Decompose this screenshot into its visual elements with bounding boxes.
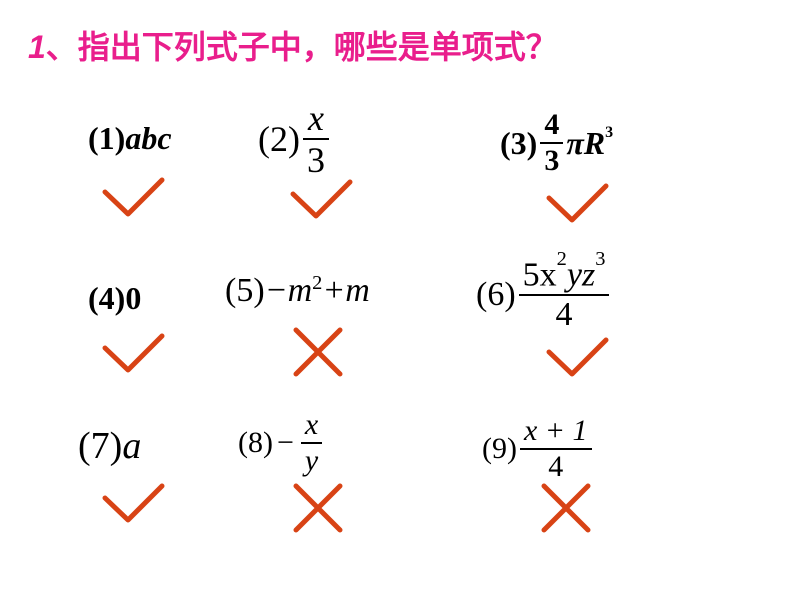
minus: − bbox=[277, 426, 294, 460]
term1: −m bbox=[265, 272, 313, 310]
fraction: x + 1 4 bbox=[520, 414, 592, 484]
expression-4: (4)0 bbox=[88, 280, 141, 317]
question-title: 1、指出下列式子中，哪些是单项式？ bbox=[28, 22, 558, 68]
denominator: y bbox=[301, 444, 322, 478]
denominator: 3 bbox=[303, 140, 329, 180]
check-mark bbox=[544, 178, 614, 233]
expr-label: (9) bbox=[482, 432, 517, 466]
check-mark bbox=[100, 172, 170, 227]
check-mark bbox=[100, 328, 170, 383]
pi-r: πR bbox=[566, 125, 605, 162]
exponent: 3 bbox=[605, 124, 613, 142]
expression-9: (9) x + 1 4 bbox=[482, 414, 595, 484]
expr-label: (8) bbox=[238, 426, 273, 460]
expr-label: (7) bbox=[78, 424, 122, 468]
cross-mark bbox=[536, 478, 596, 543]
denominator: 4 bbox=[552, 296, 577, 334]
expr-label: (3) bbox=[500, 125, 537, 162]
fraction: x y bbox=[301, 408, 322, 478]
expression-5: (5) −m2+m bbox=[225, 272, 370, 310]
expr-body: a bbox=[122, 424, 141, 468]
check-mark bbox=[288, 174, 358, 229]
term2: +m bbox=[322, 272, 370, 310]
numerator: 5x2yz3 bbox=[519, 255, 610, 294]
fraction: 5x2yz3 4 bbox=[519, 255, 610, 334]
exp2: 3 bbox=[595, 248, 605, 270]
fraction: x 3 bbox=[303, 98, 329, 180]
expr-label: (6) bbox=[476, 276, 516, 314]
numerator: x + 1 bbox=[520, 414, 592, 448]
expr-label: (1) bbox=[88, 120, 125, 157]
expression-3: (3) 4 3 πR3 bbox=[500, 108, 613, 178]
denominator: 3 bbox=[540, 144, 563, 178]
numerator: x bbox=[301, 408, 322, 442]
expression-2: (2) x 3 bbox=[258, 98, 332, 180]
denominator: 4 bbox=[544, 450, 567, 484]
expression-7: (7)a bbox=[78, 424, 141, 468]
vars: yz bbox=[567, 256, 595, 293]
expr-label: (4) bbox=[88, 280, 125, 317]
exponent: 2 bbox=[312, 272, 322, 295]
expression-1: (1)abc bbox=[88, 120, 172, 157]
expr-body: 0 bbox=[125, 280, 141, 317]
check-mark bbox=[544, 332, 614, 387]
coef: 5x bbox=[523, 256, 557, 293]
expr-label: (2) bbox=[258, 118, 300, 160]
title-number: 1 bbox=[28, 29, 46, 65]
check-mark bbox=[100, 478, 170, 533]
expr-body: abc bbox=[125, 120, 171, 157]
numerator: x bbox=[304, 98, 328, 138]
title-text: 、指出下列式子中，哪些是单项式？ bbox=[46, 29, 558, 65]
expression-6: (6) 5x2yz3 4 bbox=[476, 255, 612, 334]
numerator: 4 bbox=[540, 108, 563, 142]
expression-8: (8) − x y bbox=[238, 408, 325, 478]
cross-mark bbox=[288, 478, 348, 543]
exp1: 2 bbox=[557, 248, 567, 270]
fraction: 4 3 bbox=[540, 108, 563, 178]
expr-label: (5) bbox=[225, 272, 265, 310]
cross-mark bbox=[288, 322, 348, 387]
